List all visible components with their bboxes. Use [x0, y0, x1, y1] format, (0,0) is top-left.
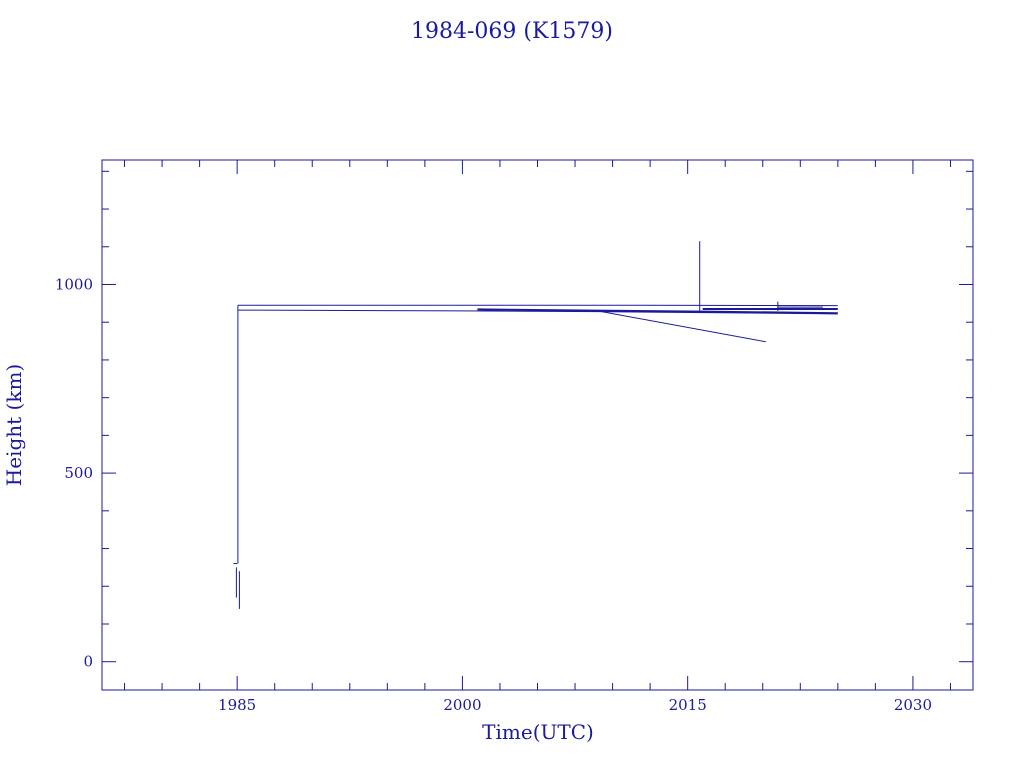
- y-axis-label: Height (km): [2, 364, 26, 486]
- y-tick-label: 0: [83, 653, 93, 671]
- x-tick-label: 2015: [669, 696, 707, 714]
- axis-tick-labels: 1985 2000 2015 2030 0 500 1000: [55, 275, 932, 714]
- axis-ticks: [102, 160, 973, 690]
- data-series: [233, 241, 838, 609]
- plot-frame: [101, 159, 974, 691]
- chart-title: 1984-069 (K1579): [411, 19, 613, 44]
- series-line-6: [477, 308, 838, 315]
- y-tick-label: 500: [64, 464, 93, 482]
- x-tick-label: 2030: [894, 696, 932, 714]
- y-tick-label: 1000: [55, 275, 93, 293]
- x-tick-label: 2000: [443, 696, 481, 714]
- series-line-8: [597, 310, 766, 343]
- x-axis-label: Time(UTC): [482, 720, 594, 744]
- x-tick-label: 1985: [218, 696, 256, 714]
